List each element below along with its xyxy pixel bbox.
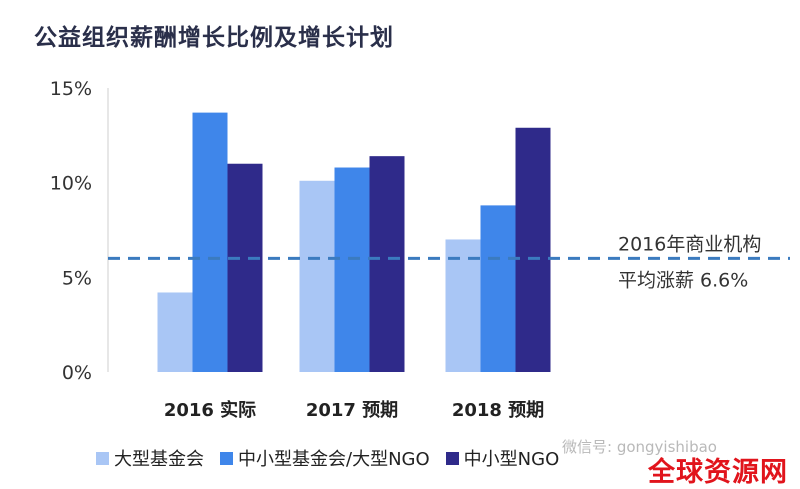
wechat-watermark: 微信号: gongyishibao — [562, 438, 717, 456]
reference-label-line2: 平均涨薪 6.6% — [618, 269, 748, 291]
legend-label-small-foundation-large-ngo: 中小型基金会/大型NGO — [238, 449, 430, 470]
legend-swatch-large-foundation — [96, 451, 109, 465]
legend-label-large-foundation: 大型基金会 — [114, 449, 204, 470]
y-tick-label: 10% — [50, 173, 92, 195]
legend: 大型基金会 中小型基金会/大型NGO 中小型NGO — [96, 445, 575, 471]
bar-2-2 — [334, 167, 370, 372]
bar-3-1 — [227, 163, 263, 372]
bar-3-3 — [515, 127, 551, 372]
chart-title: 公益组织薪酬增长比例及增长计划 — [34, 25, 394, 51]
x-category-label: 2018 预期 — [452, 400, 544, 421]
reference-label-line1: 2016年商业机构 — [618, 233, 761, 255]
legend-item-small-foundation-large-ngo: 中小型基金会/大型NGO — [220, 445, 430, 471]
x-category-label: 2017 预期 — [306, 400, 398, 421]
legend-label-small-ngo: 中小型NGO — [463, 449, 560, 470]
legend-item-large-foundation: 大型基金会 — [96, 445, 204, 471]
bar-2-3 — [480, 205, 516, 372]
bar-1-3 — [445, 239, 481, 372]
site-watermark: 全球资源网 — [648, 457, 788, 488]
bar-1-2 — [299, 180, 335, 372]
legend-item-small-ngo: 中小型NGO — [445, 445, 560, 471]
y-tick-label: 0% — [62, 362, 92, 384]
x-category-label: 2016 实际 — [164, 399, 256, 421]
bar-2-1 — [192, 112, 228, 372]
y-tick-label: 15% — [50, 78, 92, 100]
y-tick-label: 5% — [62, 267, 92, 289]
legend-swatch-small-foundation-large-ngo — [220, 451, 233, 465]
legend-swatch-small-ngo — [445, 451, 459, 465]
bar-1-1 — [157, 292, 193, 372]
bar-3-2 — [369, 156, 405, 372]
